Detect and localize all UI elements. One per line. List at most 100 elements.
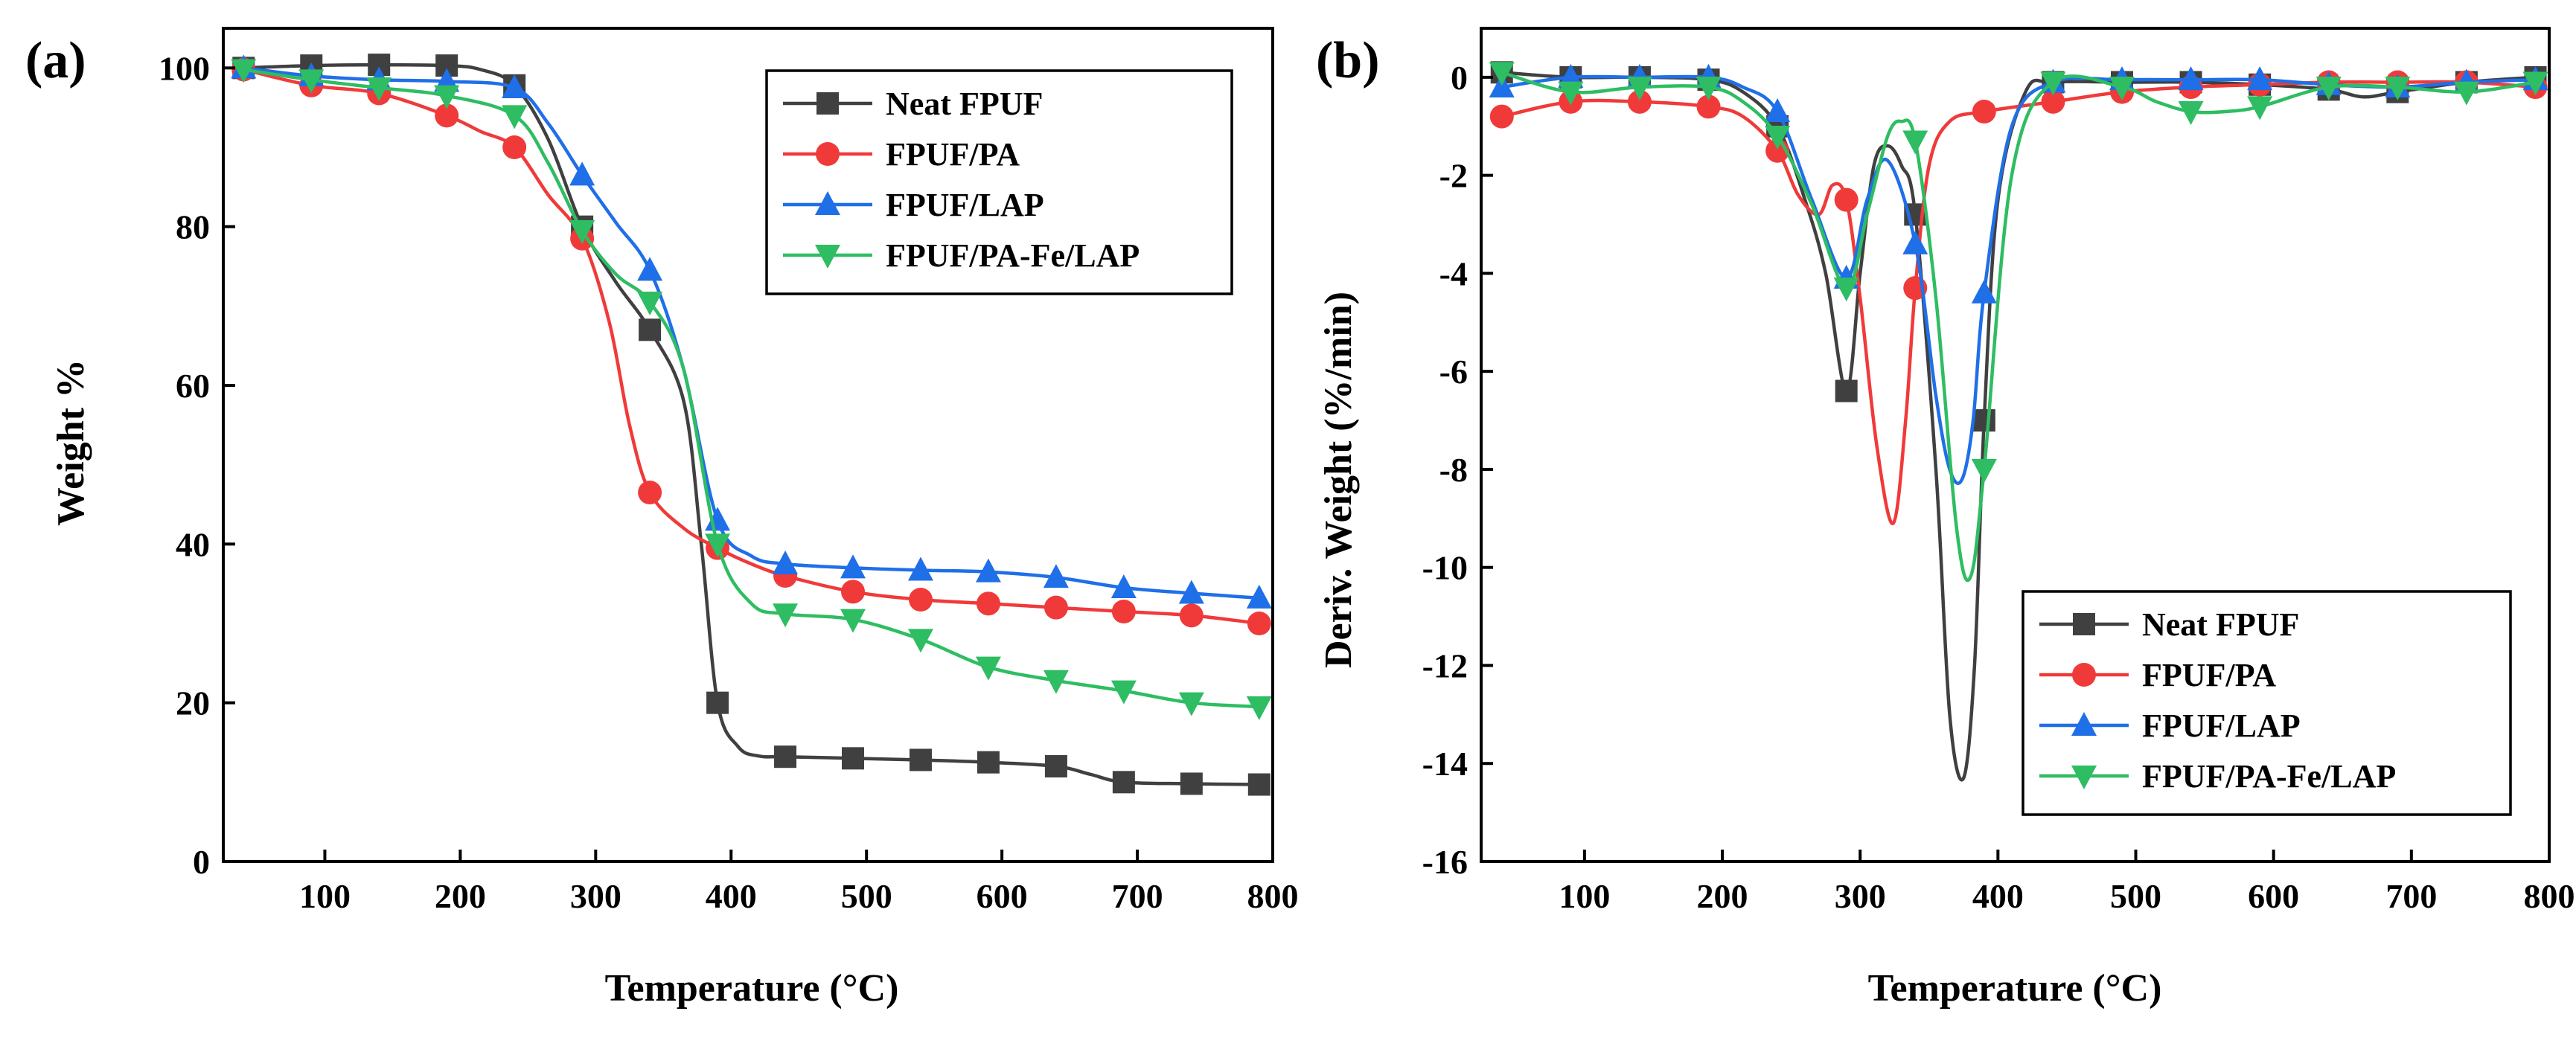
data-point-fpuf-pa-fe-lap xyxy=(1902,130,1928,155)
legend-label-neat-fpuf: Neat FPUF xyxy=(886,86,1043,122)
data-point-fpuf-pa-fe-lap xyxy=(637,292,663,315)
data-point-fpuf-pa xyxy=(976,591,1000,616)
x-tick-label: 400 xyxy=(1972,877,2024,915)
data-point-fpuf-lap xyxy=(1178,580,1204,604)
plot-frame-a xyxy=(222,27,1274,863)
panel-label-b: (b) xyxy=(1316,32,1380,89)
data-point-fpuf-pa xyxy=(1247,612,1271,635)
data-point-fpuf-lap xyxy=(1110,574,1137,598)
data-point-fpuf-pa-fe-lap xyxy=(840,609,866,633)
x-tick-label: 500 xyxy=(841,877,892,915)
data-point-fpuf-pa-fe-lap xyxy=(1558,81,1584,106)
data-point-fpuf-pa-fe-lap xyxy=(1178,692,1204,716)
data-point-fpuf-pa xyxy=(1972,100,1996,123)
y-axis-title-b: Deriv. Weight (%/min) xyxy=(1317,292,1360,668)
y-tick-label: 20 xyxy=(176,684,210,722)
axis-ticks-a: 100 200 300 400 500 600 700 800 0 20 40 60 80 100 xyxy=(159,49,1299,915)
data-point-neat-fpuf xyxy=(774,745,797,769)
data-point-fpuf-lap xyxy=(773,551,799,574)
data-point-fpuf-pa-fe-lap xyxy=(2178,101,2204,125)
data-point-fpuf-lap xyxy=(840,554,866,579)
data-point-fpuf-lap xyxy=(907,556,933,581)
legend-b: Neat FPUF FPUF/PA FPUF/LAP FPUF/PA-Fe/LAP xyxy=(2022,590,2512,816)
y-tick-label: 0 xyxy=(1451,59,1468,97)
y-tick-label: 40 xyxy=(176,525,210,563)
x-tick-label: 600 xyxy=(977,877,1028,915)
data-point-fpuf-pa-fe-lap xyxy=(231,59,257,83)
series-fpuf-pa-fe-lap xyxy=(231,59,1272,720)
y-tick-label: 60 xyxy=(176,367,210,405)
data-point-neat-fpuf xyxy=(1972,409,1995,432)
data-point-fpuf-lap xyxy=(705,507,731,531)
legend-box xyxy=(765,69,1233,295)
data-point-fpuf-pa xyxy=(1043,595,1068,620)
data-point-fpuf-pa xyxy=(841,580,865,604)
data-point-fpuf-pa-fe-lap xyxy=(1626,77,1652,101)
y-tick-label: 80 xyxy=(176,208,210,246)
data-point-neat-fpuf xyxy=(909,748,932,771)
legend-marker-fpuf-pa xyxy=(816,142,840,166)
data-point-fpuf-lap xyxy=(1971,279,1997,304)
legend-marker-fpuf-pa-fe-lap xyxy=(815,245,840,269)
data-point-neat-fpuf xyxy=(706,691,729,714)
data-point-fpuf-pa-fe-lap xyxy=(1246,696,1272,720)
x-tick-label: 200 xyxy=(1697,877,1748,915)
y-tick-label: 0 xyxy=(193,843,210,881)
data-point-neat-fpuf xyxy=(1180,772,1203,795)
data-point-fpuf-pa-fe-lap xyxy=(907,629,933,653)
legend-a: Neat FPUF FPUF/PA FPUF/LAP FPUF/PA-Fe/LAP xyxy=(765,69,1233,295)
data-point-fpuf-lap xyxy=(569,161,595,186)
data-point-fpuf-pa-fe-lap xyxy=(705,533,731,558)
y-axis-title-a: Weight % xyxy=(50,359,92,526)
data-point-neat-fpuf xyxy=(842,747,864,770)
data-point-fpuf-lap xyxy=(502,74,528,98)
y-tick-label: -2 xyxy=(1439,157,1468,195)
chart-panel-a: (a) 100 200 300 400 500 600 700 800020406080100… xyxy=(25,27,1299,1010)
data-point-fpuf-pa-fe-lap xyxy=(1110,680,1137,705)
data-point-fpuf-pa-fe-lap xyxy=(366,77,392,101)
x-tick-label: 400 xyxy=(706,877,757,915)
data-point-fpuf-pa xyxy=(435,103,459,128)
data-point-fpuf-lap xyxy=(637,257,663,281)
y-tick-label: -10 xyxy=(1422,549,1468,587)
data-point-fpuf-pa-fe-lap xyxy=(502,105,528,129)
data-point-fpuf-lap xyxy=(2247,66,2273,91)
data-point-neat-fpuf xyxy=(639,318,662,341)
data-point-fpuf-pa-fe-lap xyxy=(1043,670,1069,694)
data-point-neat-fpuf xyxy=(1044,755,1067,777)
plot-frame-b xyxy=(1480,27,2551,863)
legend-label-fpuf-pa-fe-lap: FPUF/PA-Fe/LAP xyxy=(2142,758,2396,795)
y-tick-label: 100 xyxy=(159,49,210,87)
data-point-neat-fpuf xyxy=(1112,771,1135,794)
data-point-fpuf-pa-fe-lap xyxy=(975,656,1001,681)
y-tick-label: -14 xyxy=(1422,745,1468,783)
x-axis-title-a: Temperature (°C) xyxy=(605,967,899,1010)
legend-label-fpuf-lap: FPUF/LAP xyxy=(2142,708,2301,744)
data-point-fpuf-lap xyxy=(1246,584,1272,609)
y-tick-label: -6 xyxy=(1439,353,1468,391)
legend-marker-neat-fpuf xyxy=(2073,613,2095,635)
data-point-fpuf-lap xyxy=(1765,98,1791,122)
x-tick-label: 800 xyxy=(1247,877,1299,915)
legend-label-fpuf-pa: FPUF/PA xyxy=(2142,657,2276,693)
x-tick-label: 300 xyxy=(1835,877,1886,915)
data-point-fpuf-pa xyxy=(638,481,662,504)
legend-label-fpuf-lap: FPUF/LAP xyxy=(886,187,1044,223)
data-point-fpuf-pa xyxy=(908,588,933,612)
plot-area-a xyxy=(231,54,1272,796)
data-point-fpuf-pa xyxy=(1111,600,1136,623)
x-tick-label: 100 xyxy=(299,877,351,915)
panel-label-a: (a) xyxy=(25,32,86,89)
legend-marker-fpuf-lap xyxy=(2071,712,2097,736)
data-point-fpuf-pa-fe-lap xyxy=(298,69,325,94)
x-axis-title-b: Temperature (°C) xyxy=(1868,967,2162,1010)
x-tick-label: 600 xyxy=(2248,877,2299,915)
data-point-fpuf-pa xyxy=(1489,104,1514,129)
series-line-fpuf-pa xyxy=(243,68,1260,626)
data-point-fpuf-pa-fe-lap xyxy=(2453,81,2479,106)
series-fpuf-pa-fe-lap xyxy=(1489,62,2548,583)
legend-marker-fpuf-lap xyxy=(815,191,840,215)
data-point-fpuf-pa-fe-lap xyxy=(2385,77,2411,101)
data-point-fpuf-pa-fe-lap xyxy=(434,85,460,109)
data-point-fpuf-pa-fe-lap xyxy=(773,603,799,628)
